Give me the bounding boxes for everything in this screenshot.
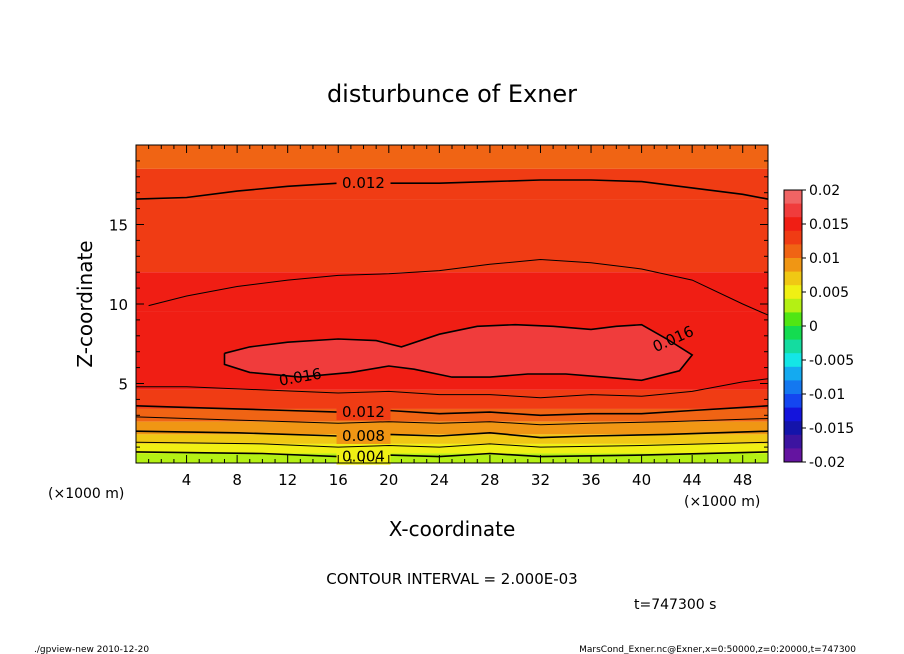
field-region-0.016 (224, 324, 693, 381)
contour-line (136, 378, 768, 399)
field-band (136, 199, 768, 273)
field-band (136, 453, 768, 463)
colorbar-tick-label: -0.01 (809, 387, 845, 403)
colorbar-tick-label: 0.015 (809, 217, 849, 233)
colorbar-swatch (784, 190, 802, 205)
colorbar-swatch (784, 230, 802, 245)
contour-line (148, 258, 768, 316)
x-tick-label: 4 (182, 471, 192, 489)
field-band (136, 272, 768, 312)
colorbar-swatch (784, 448, 802, 463)
x-tick-label: 20 (379, 471, 398, 489)
contour-label-bg (336, 427, 391, 444)
colorbar-swatch (784, 217, 802, 232)
y-axis: 5 10 15 (109, 144, 768, 464)
time-label: t=747300 s (634, 597, 716, 613)
x-tick-label: 28 (480, 471, 499, 489)
field-band (136, 421, 768, 435)
colorbar-swatch (784, 421, 802, 436)
colorbar-swatch (784, 271, 802, 286)
footer-left: ./gpview-new 2010-12-20 (34, 645, 149, 654)
field-band (136, 408, 768, 422)
contour-label-bg (336, 175, 391, 192)
contour-line (136, 430, 768, 439)
colorbar-swatch (784, 285, 802, 300)
x-axis-label: X-coordinate (389, 517, 516, 541)
field-band (136, 443, 768, 454)
contour-line (136, 416, 768, 426)
y-tick-label: 5 (118, 376, 128, 394)
footer-right: MarsCond_Exner.nc@Exner,x=0:50000,z=0:20… (579, 645, 856, 654)
contour-label: 0.012 (342, 174, 385, 192)
field-band (136, 389, 768, 409)
x-tick-label: 16 (329, 471, 348, 489)
field-band (136, 168, 768, 200)
colorbar-tick-label: 0.01 (809, 251, 840, 267)
colorbar-tick-label: -0.005 (809, 353, 854, 369)
x-tick-label: 40 (632, 471, 651, 489)
contour-line (136, 179, 768, 200)
colorbar-swatch (784, 434, 802, 449)
colorbar-swatch (784, 312, 802, 327)
contour-label-bg (336, 448, 391, 465)
contour-line (223, 323, 694, 382)
field-band (136, 145, 768, 169)
contour-line (136, 405, 768, 417)
colorbar-tick-label: -0.02 (809, 455, 845, 471)
contour-label: 0.012 (342, 403, 385, 421)
colorbar-swatch (784, 407, 802, 422)
x-axis: 4 8 12 16 20 24 28 32 36 40 44 48 (135, 145, 769, 489)
colorbar-tick-label: -0.015 (809, 421, 854, 437)
colorbar-swatch (784, 394, 802, 409)
colorbar-tick-label: 0.02 (809, 183, 840, 199)
y-tick-label: 10 (109, 296, 128, 314)
field-band (136, 434, 768, 444)
y-axis-label: Z-coordinate (73, 240, 97, 367)
chart-title: disturbunce of Exner (327, 80, 577, 108)
x-tick-label: 8 (232, 471, 242, 489)
colorbar-swatch (784, 380, 802, 395)
contour-label: 0.008 (342, 427, 385, 445)
x-unit-right: (×1000 m) (684, 494, 760, 510)
colorbar-tick-label: 0.005 (809, 285, 849, 301)
colorbar-swatch (784, 298, 802, 313)
x-tick-label: 48 (733, 471, 752, 489)
x-tick-label: 12 (278, 471, 297, 489)
contour-label-bg (336, 404, 391, 421)
y-tick-label: 15 (109, 217, 128, 235)
x-tick-label: 24 (430, 471, 449, 489)
contour-label: 0.004 (342, 448, 385, 466)
colorbar-swatch (784, 326, 802, 341)
contour-line (136, 441, 768, 448)
colorbar-swatch (784, 203, 802, 218)
x-tick-label: 32 (531, 471, 550, 489)
colorbar-swatch (784, 353, 802, 368)
x-unit-left: (×1000 m) (48, 486, 124, 502)
colorbar-swatch (784, 339, 802, 354)
x-tick-label: 44 (683, 471, 702, 489)
colorbar: 0.02 0.015 0.01 0.005 0 -0.005 -0.01 -0.015 -0.0… (783, 183, 854, 471)
contour-interval: CONTOUR INTERVAL = 2.000E-03 (326, 570, 577, 588)
colorbar-swatch (784, 366, 802, 381)
x-tick-label: 36 (581, 471, 600, 489)
colorbar-tick-label: 0 (809, 319, 818, 335)
colorbar-swatch (784, 244, 802, 259)
colorbar-swatch (784, 258, 802, 273)
